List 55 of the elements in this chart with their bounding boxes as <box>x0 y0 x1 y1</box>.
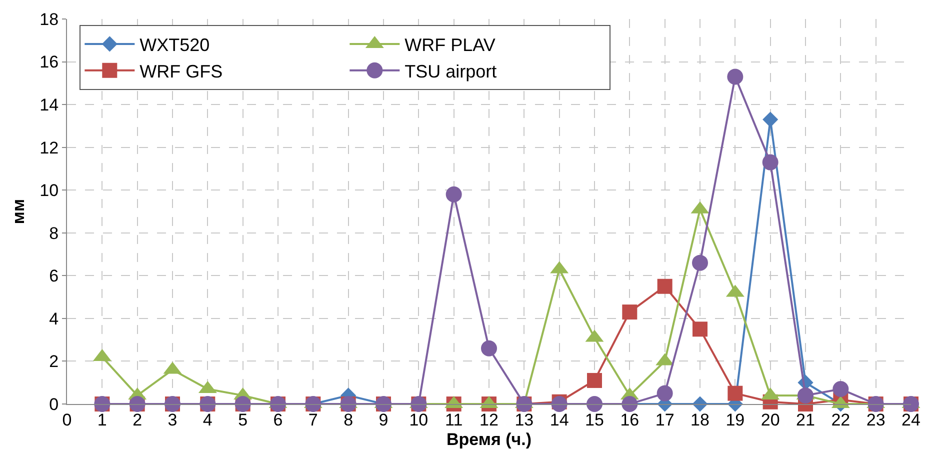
point <box>692 254 708 271</box>
x-tick-label: 5 <box>238 410 248 430</box>
legend-label: WXT520 <box>140 34 210 55</box>
x-axis-title: Время (ч.) <box>446 430 532 449</box>
x-tick-label: 4 <box>202 410 212 430</box>
y-tick-label: 18 <box>40 10 59 29</box>
point <box>446 186 462 202</box>
point <box>728 386 743 401</box>
y-tick-label: 10 <box>40 181 59 200</box>
x-tick-label: 19 <box>726 410 745 430</box>
x-tick-label: 6 <box>273 410 283 430</box>
point <box>657 278 672 294</box>
point <box>762 112 778 128</box>
x-tick-label: 18 <box>690 410 710 430</box>
y-axis-title: мм <box>9 198 28 224</box>
y-tick-label: 12 <box>40 138 59 158</box>
x-tick-label: 22 <box>831 410 850 430</box>
x-tick-label: 17 <box>655 410 674 430</box>
legend-label: WRF PLAV <box>404 34 496 55</box>
x-tick-label: 11 <box>445 410 463 430</box>
y-tick-label: 14 <box>40 96 59 115</box>
point <box>798 387 814 404</box>
x-tick-label: 15 <box>585 410 604 430</box>
legend-label: TSU airport <box>404 61 497 82</box>
x-tick-label: 21 <box>796 410 815 430</box>
point <box>622 304 638 320</box>
point <box>692 322 708 337</box>
x-tick-label: 20 <box>760 410 780 430</box>
point <box>656 385 673 402</box>
y-tick-label: 0 <box>49 394 59 414</box>
x-tick-label: 13 <box>514 410 534 430</box>
y-tick-label: 16 <box>40 52 59 72</box>
point <box>727 68 744 85</box>
point <box>587 372 602 388</box>
y-tick-label: 4 <box>49 309 59 328</box>
x-tick-label: 24 <box>902 410 920 430</box>
x-tick-label: 23 <box>866 410 886 430</box>
legend-label: WRF GFS <box>140 61 223 82</box>
x-tick-label: 1 <box>97 410 107 430</box>
x-tick-label: 0 <box>62 410 72 430</box>
point <box>762 154 778 170</box>
x-tick-label: 16 <box>620 410 640 430</box>
x-tick-label: 9 <box>378 410 388 430</box>
x-tick-label: 3 <box>168 410 178 430</box>
point <box>481 340 497 356</box>
x-tick-label: 10 <box>409 410 428 430</box>
x-tick-label: 7 <box>308 410 318 430</box>
y-tick-label: 2 <box>49 352 59 372</box>
y-tick-label: 8 <box>49 224 59 243</box>
x-tick-label: 14 <box>550 410 569 430</box>
y-tick-label: 6 <box>49 266 59 286</box>
x-tick-label: 8 <box>344 410 354 430</box>
x-tick-label: 12 <box>480 410 498 430</box>
point <box>832 381 849 398</box>
x-tick-label: 2 <box>132 410 142 430</box>
